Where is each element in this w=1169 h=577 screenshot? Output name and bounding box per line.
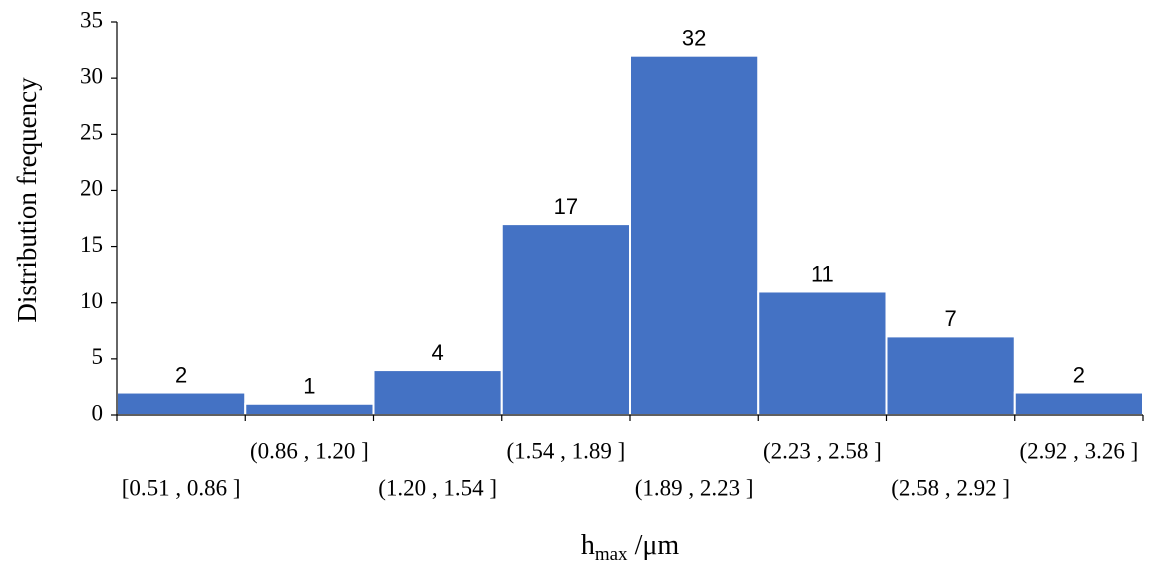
data-label: 2: [175, 362, 187, 387]
y-tick-label: 35: [80, 7, 103, 32]
x-tick-label: [0.51 , 0.86 ]: [122, 475, 241, 500]
x-label-unit: /μm: [628, 530, 680, 561]
x-label-sub: max: [595, 544, 628, 565]
bar: [757, 290, 888, 416]
data-label: 2: [1073, 362, 1085, 387]
y-tick-label: 30: [80, 63, 103, 88]
bar: [372, 369, 503, 417]
y-tick-label: 15: [80, 232, 103, 257]
data-label: 32: [682, 25, 706, 50]
x-tick-label: (1.54 , 1.89 ]: [506, 438, 625, 463]
data-label: 1: [303, 374, 315, 399]
x-label-base: h: [581, 530, 595, 561]
data-label: 11: [811, 261, 834, 286]
data-label: 4: [432, 340, 444, 365]
y-axis-label: Distribution frequency: [12, 77, 42, 323]
bar: [116, 391, 247, 416]
y-tick-label: 10: [80, 288, 103, 313]
x-tick-label: (2.58 , 2.92 ]: [891, 475, 1010, 500]
x-tick-label: (1.20 , 1.54 ]: [378, 475, 497, 500]
x-axis-label: hmax /μm: [581, 530, 680, 565]
bar: [885, 335, 1016, 416]
bar: [629, 54, 760, 417]
bar: [1013, 391, 1144, 416]
y-tick-label: 0: [92, 400, 104, 425]
bar: [244, 402, 375, 416]
y-tick-label: 20: [80, 176, 103, 201]
data-label: 17: [554, 194, 578, 219]
x-tick-label: (0.86 , 1.20 ]: [250, 438, 369, 463]
x-tick-label: (2.92 , 3.26 ]: [1019, 438, 1138, 463]
bar: [500, 223, 631, 416]
x-tick-label: (2.23 , 2.58 ]: [763, 438, 882, 463]
data-label: 7: [945, 306, 957, 331]
y-tick-label: 25: [80, 120, 103, 145]
x-tick-label: (1.89 , 2.23 ]: [635, 475, 754, 500]
y-tick-label: 5: [92, 344, 104, 369]
